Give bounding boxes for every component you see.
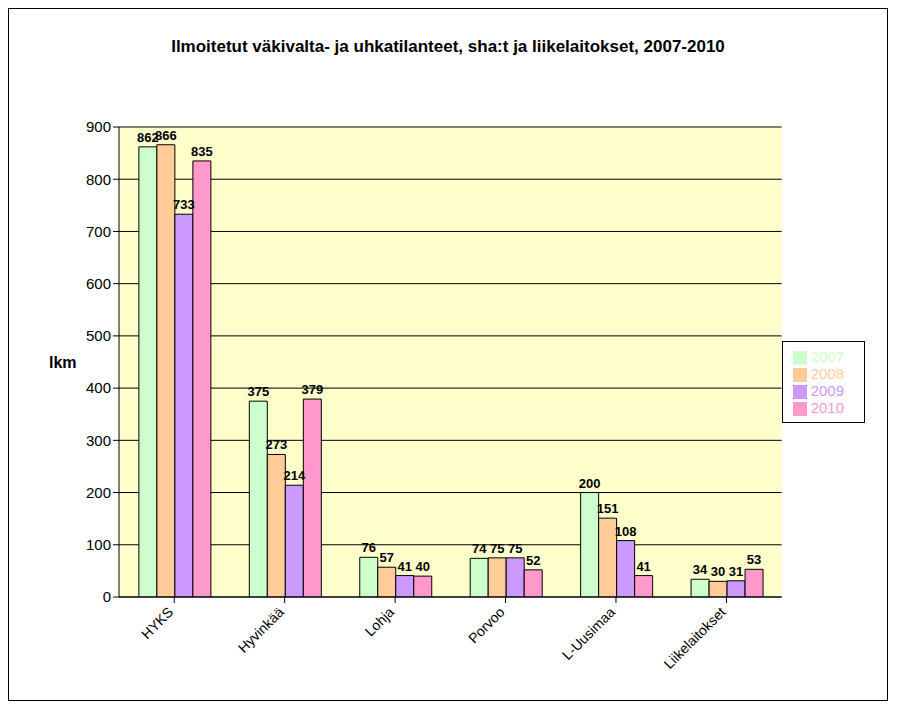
svg-text:866: 866 [155,128,177,143]
html-text:2007: 2007 [810,347,844,365]
svg-text:34: 34 [693,562,708,577]
svg-text:835: 835 [191,144,213,159]
svg-text:40: 40 [416,559,430,574]
svg-text:57: 57 [380,550,394,565]
svg-text:862: 862 [137,129,159,145]
svg-text:600: 600 [86,275,111,292]
svg-text:41: 41 [398,559,412,574]
svg-text:lkm: lkm [49,354,77,371]
html-text:2010: 2010 [810,399,844,416]
svg-text:76: 76 [362,540,376,555]
html-text:Ilmoitetut väkivalta- ja uhkat: Ilmoitetut väkivalta- ja uhkatilanteet, … [171,37,725,56]
svg-text:375: 375 [247,384,269,399]
svg-text:Liikelaitokset: Liikelaitokset [661,604,729,672]
svg-text:700: 700 [86,223,111,240]
svg-text:214: 214 [283,468,305,483]
svg-text:151: 151 [597,501,619,516]
svg-text:75: 75 [508,541,522,556]
html-text:2009: 2009 [810,382,844,399]
svg-text:Hyvinkää: Hyvinkää [235,604,287,656]
svg-text:74: 74 [472,541,487,556]
svg-text:300: 300 [86,432,111,449]
svg-text:31: 31 [729,564,743,579]
svg-text:500: 500 [86,327,111,344]
svg-text:100: 100 [86,536,111,553]
svg-text:HYKS: HYKS [138,604,176,642]
svg-text:52: 52 [526,553,540,568]
svg-text:0: 0 [103,588,111,605]
svg-text:75: 75 [490,541,504,556]
svg-text:400: 400 [86,379,111,396]
svg-text:41: 41 [636,559,650,574]
svg-text:Porvoo: Porvoo [465,604,508,647]
svg-text:379: 379 [301,382,323,397]
svg-text:900: 900 [86,118,111,135]
svg-text:200: 200 [86,484,111,501]
svg-text:108: 108 [615,524,637,539]
svg-text:30: 30 [711,564,725,579]
svg-text:273: 273 [265,437,287,452]
svg-text:800: 800 [86,171,111,188]
svg-text:L-Uusimaa: L-Uusimaa [559,604,618,663]
svg-text:Lohja: Lohja [362,604,398,640]
svg-text:200: 200 [579,476,601,491]
svg-text:733: 733 [173,197,195,212]
html-text:2008: 2008 [810,365,844,382]
svg-text:53: 53 [747,552,761,567]
